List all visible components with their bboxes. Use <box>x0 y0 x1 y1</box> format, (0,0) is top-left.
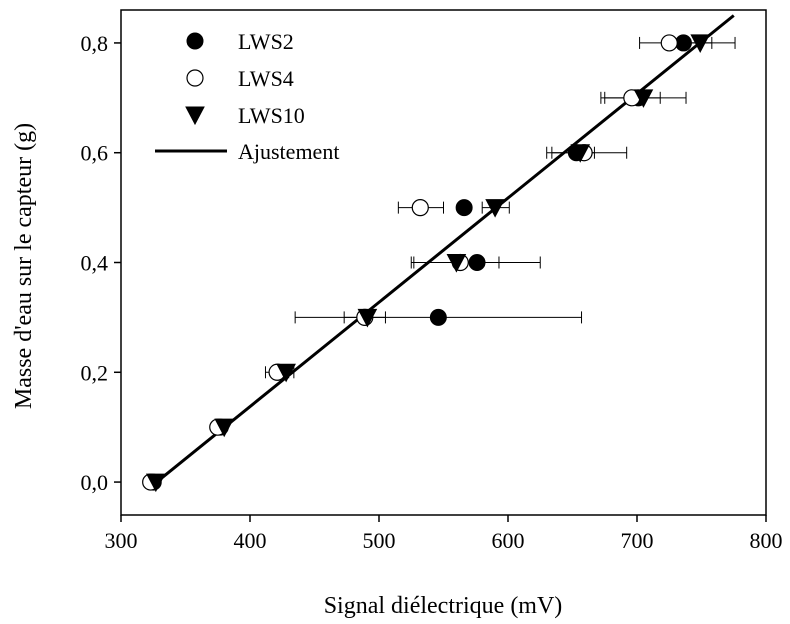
y-tick-label: 0,6 <box>81 141 109 166</box>
y-tick-label: 0,0 <box>81 470 109 495</box>
lws10-legend-label: LWS10 <box>238 103 305 128</box>
x-tick-label: 300 <box>105 528 138 553</box>
x-tick-label: 600 <box>492 528 525 553</box>
y-tick-label: 0,4 <box>81 251 109 276</box>
lws10-point <box>633 89 654 108</box>
x-axis-title: Signal diélectrique (mV) <box>324 593 563 619</box>
lws10-point <box>485 199 505 218</box>
lws2-point <box>455 199 473 217</box>
lws10-legend-marker <box>185 106 205 126</box>
x-tick-label: 700 <box>621 528 654 553</box>
x-tick-label: 400 <box>234 528 267 553</box>
y-tick-label: 0,2 <box>81 360 109 385</box>
x-tick-label: 800 <box>750 528 783 553</box>
lws4-point <box>660 34 678 52</box>
lws4-point <box>411 199 429 217</box>
lws10-point <box>446 254 467 273</box>
axis-ticks: 300 400 500 600 700 800 0,0 0,2 0,4 0,6 0,8 <box>81 31 783 553</box>
lws10-point <box>214 418 235 438</box>
y-tick-label: 0,8 <box>81 31 109 56</box>
legend: LWS2 LWS4 LWS10 Ajustement <box>155 29 339 164</box>
y-axis-title: Masse d'eau sur le capteur (g) <box>11 123 37 409</box>
lws2-point <box>468 254 486 271</box>
lws10-point <box>276 363 296 383</box>
lws10-point <box>357 308 378 328</box>
lws10-point <box>570 144 591 163</box>
lws4-legend-label: LWS4 <box>238 66 294 91</box>
fit-legend-label: Ajustement <box>238 139 339 164</box>
lws2-point <box>429 308 447 326</box>
x-tick-label: 500 <box>363 528 396 553</box>
lws4-legend-marker <box>186 69 204 87</box>
lws10-point <box>690 34 711 54</box>
lws2-legend-marker <box>186 32 204 50</box>
lws2-legend-label: LWS2 <box>238 29 294 54</box>
data-markers <box>142 34 711 493</box>
lws10-point <box>145 473 166 493</box>
